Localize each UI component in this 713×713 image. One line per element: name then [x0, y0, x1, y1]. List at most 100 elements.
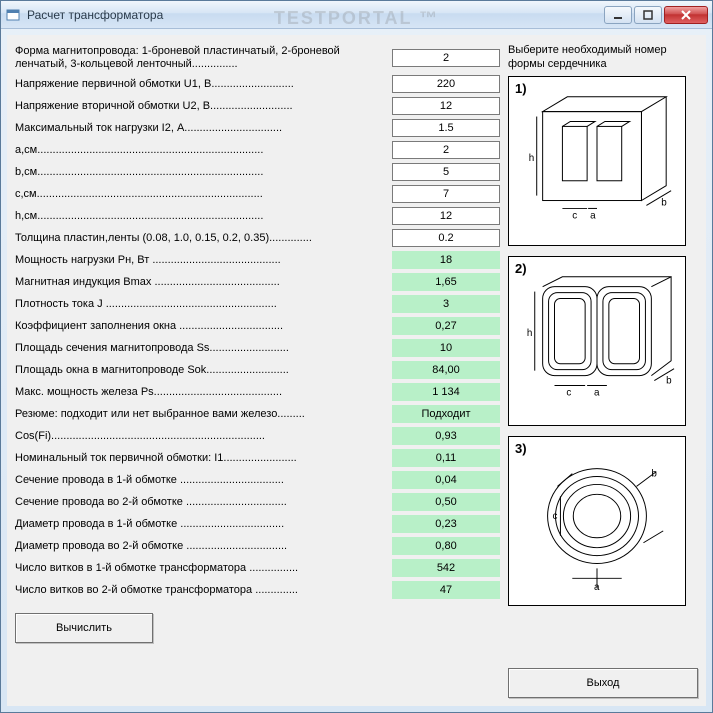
output-row: Диаметр провода в 1-й обмотке ..........…	[15, 513, 500, 535]
output-label: Магнитная индукция Bmax ................…	[15, 276, 388, 288]
input-row: Напряжение первичной обмотки U1, В......…	[15, 73, 500, 95]
output-value: 1 134	[392, 383, 500, 401]
output-value: 3	[392, 295, 500, 313]
core-diagram-3[interactable]: 3) a c b	[508, 436, 686, 606]
output-label: Сечение провода в 1-й обмотке ..........…	[15, 474, 388, 486]
svg-text:b: b	[651, 468, 657, 479]
output-value: 0,80	[392, 537, 500, 555]
output-value: 1,65	[392, 273, 500, 291]
minimize-button[interactable]	[604, 6, 632, 24]
output-value: 47	[392, 581, 500, 599]
svg-text:c: c	[572, 210, 577, 221]
output-value: 84,00	[392, 361, 500, 379]
input-label: Форма магнитопровода: 1-броневой пластин…	[15, 45, 388, 71]
input-row: Максимальный ток нагрузки I2, А.........…	[15, 117, 500, 139]
input-field[interactable]	[392, 163, 500, 181]
svg-text:c: c	[553, 511, 558, 522]
titlebar: Расчет трансформатора	[1, 1, 712, 29]
output-value: 10	[392, 339, 500, 357]
core-select-header: Выберите необходимый номер формы сердечн…	[508, 43, 698, 72]
output-value: Подходит	[392, 405, 500, 423]
exit-button[interactable]: Выход	[508, 668, 698, 698]
close-button[interactable]	[664, 6, 708, 24]
window-controls	[604, 6, 708, 24]
svg-text:h: h	[529, 153, 535, 164]
output-label: Макс. мощность железа Ps................…	[15, 386, 388, 398]
svg-text:b: b	[661, 197, 667, 208]
input-label: Напряжение вторичной обмотки U2, В......…	[15, 100, 388, 112]
input-row: c,см....................................…	[15, 183, 500, 205]
input-label: h,см....................................…	[15, 210, 388, 222]
output-value: 0,27	[392, 317, 500, 335]
output-label: Коэффициент заполнения окна ............…	[15, 320, 388, 332]
output-row: Плотность тока J .......................…	[15, 293, 500, 315]
input-field[interactable]	[392, 141, 500, 159]
output-label: Число витков в 1-й обмотке трансформатор…	[15, 562, 388, 574]
output-value: 0,04	[392, 471, 500, 489]
core-num-2: 2)	[515, 261, 527, 276]
svg-text:a: a	[594, 387, 600, 398]
left-column: Форма магнитопровода: 1-броневой пластин…	[15, 43, 500, 698]
output-row: Площадь сечения магнитопровода Ss.......…	[15, 337, 500, 359]
output-label: Cos(Fi).................................…	[15, 430, 388, 442]
input-field[interactable]	[392, 119, 500, 137]
input-field[interactable]	[392, 229, 500, 247]
input-label: Напряжение первичной обмотки U1, В......…	[15, 78, 388, 90]
input-label: b,см....................................…	[15, 166, 388, 178]
right-column: Выберите необходимый номер формы сердечн…	[508, 43, 698, 698]
main-window: Расчет трансформатора Форма магнитопрово…	[0, 0, 713, 713]
svg-text:a: a	[590, 210, 596, 221]
output-row: Сечение провода в 1-й обмотке ..........…	[15, 469, 500, 491]
input-label: a,см....................................…	[15, 144, 388, 156]
core-diagram-2[interactable]: 2) h c	[508, 256, 686, 426]
output-row: Число витков в 1-й обмотке трансформатор…	[15, 557, 500, 579]
output-label: Диаметр провода во 2-й обмотке .........…	[15, 540, 388, 552]
output-label: Площадь окна в магнитопроводе Sok.......…	[15, 364, 388, 376]
svg-text:h: h	[527, 328, 533, 339]
output-value: 18	[392, 251, 500, 269]
core-diagram-1[interactable]: 1) h c a	[508, 76, 686, 246]
app-icon	[5, 7, 21, 23]
output-row: Мощность нагрузки Pн, Вт ...............…	[15, 249, 500, 271]
output-label: Резюме: подходит или нет выбранное вами …	[15, 408, 388, 420]
output-row: Cos(Fi).................................…	[15, 425, 500, 447]
output-row: Число витков во 2-й обмотке трансформато…	[15, 579, 500, 601]
output-label: Мощность нагрузки Pн, Вт ...............…	[15, 254, 388, 266]
input-field[interactable]	[392, 75, 500, 93]
input-field[interactable]	[392, 207, 500, 225]
svg-text:a: a	[594, 582, 600, 593]
svg-text:b: b	[666, 375, 672, 386]
input-row: Напряжение вторичной обмотки U2, В......…	[15, 95, 500, 117]
output-value: 0,23	[392, 515, 500, 533]
input-field[interactable]	[392, 185, 500, 203]
output-row: Макс. мощность железа Ps................…	[15, 381, 500, 403]
svg-text:c: c	[566, 387, 571, 398]
output-label: Число витков во 2-й обмотке трансформато…	[15, 584, 388, 596]
input-field[interactable]	[392, 97, 500, 115]
output-value: 0,11	[392, 449, 500, 467]
output-row: Номинальный ток первичной обмотки: I1...…	[15, 447, 500, 469]
output-row: Площадь окна в магнитопроводе Sok.......…	[15, 359, 500, 381]
client-area: Форма магнитопровода: 1-броневой пластин…	[7, 35, 706, 706]
calculate-button[interactable]: Вычислить	[15, 613, 153, 643]
input-row: Форма магнитопровода: 1-броневой пластин…	[15, 43, 500, 73]
input-row: Толщина пластин,ленты (0.08, 1.0, 0.15, …	[15, 227, 500, 249]
input-row: a,см....................................…	[15, 139, 500, 161]
input-row: b,см....................................…	[15, 161, 500, 183]
output-row: Коэффициент заполнения окна ............…	[15, 315, 500, 337]
output-value: 0,50	[392, 493, 500, 511]
output-row: Магнитная индукция Bmax ................…	[15, 271, 500, 293]
input-field[interactable]	[392, 49, 500, 67]
output-value: 0,93	[392, 427, 500, 445]
output-value: 542	[392, 559, 500, 577]
output-label: Площадь сечения магнитопровода Ss.......…	[15, 342, 388, 354]
core-num-3: 3)	[515, 441, 527, 456]
input-label: Максимальный ток нагрузки I2, А.........…	[15, 122, 388, 134]
output-row: Диаметр провода во 2-й обмотке .........…	[15, 535, 500, 557]
maximize-button[interactable]	[634, 6, 662, 24]
output-label: Диаметр провода в 1-й обмотке ..........…	[15, 518, 388, 530]
core-num-1: 1)	[515, 81, 527, 96]
output-row: Сечение провода во 2-й обмотке .........…	[15, 491, 500, 513]
output-label: Номинальный ток первичной обмотки: I1...…	[15, 452, 388, 464]
input-label: Толщина пластин,ленты (0.08, 1.0, 0.15, …	[15, 232, 388, 244]
